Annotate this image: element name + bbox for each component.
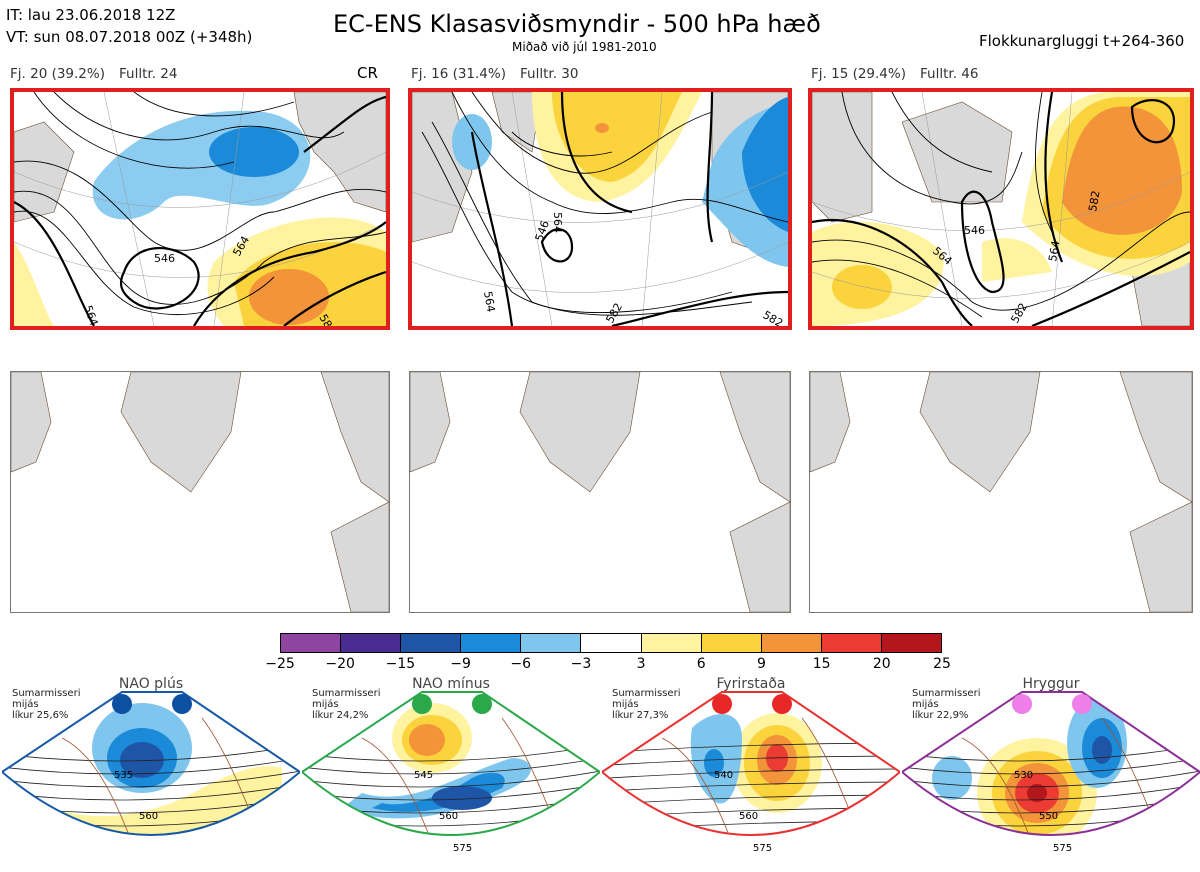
regime-contour-label: 560 (439, 811, 458, 822)
regime-marker-dot (1012, 694, 1032, 714)
panel-1-fj: Fj. 20 (39.2%) (10, 66, 105, 82)
colorbar-tick-label: −6 (510, 656, 532, 672)
panel-1-fulltr: Fulltr. 24 (119, 66, 178, 82)
contour-label: 582 (603, 301, 625, 326)
colorbar-segment (820, 634, 881, 652)
contour-label: 564 (81, 304, 100, 326)
regime-panel: 545 560 575 NAO mínus Sumarmisseri mijás líkur… (300, 676, 602, 868)
classification-window: Flokkunargluggi t+264-360 (979, 32, 1185, 50)
regime-marker-dot (472, 694, 492, 714)
regime-note-line: líkur 22,9% (912, 710, 969, 721)
colorbar-tick-label: 15 (812, 656, 831, 672)
regime-note-line: Sumarmisseri (612, 688, 681, 699)
panel-1-tag: CR (357, 64, 378, 82)
regime-note-line: líkur 27,3% (612, 710, 669, 721)
colorbar-segment (700, 634, 761, 652)
regime-note-line: Sumarmisseri (912, 688, 981, 699)
colorbar (280, 633, 942, 653)
regime-title: Fyrirstaða (716, 676, 786, 692)
regime-marker-dot (712, 694, 732, 714)
colorbar-segment (340, 634, 401, 652)
contour-label: 582 (1086, 190, 1102, 213)
regime-note-line: mijás (312, 699, 339, 710)
panel-3-fulltr: Fulltr. 46 (920, 66, 979, 82)
regime-contour-label: 575 (453, 843, 472, 854)
colorbar-tick-label: 3 (636, 656, 646, 672)
colorbar-tick-label: −20 (325, 656, 355, 672)
panel-3-fj: Fj. 15 (29.4%) (811, 66, 906, 82)
colorbar-tick-label: −25 (265, 656, 295, 672)
page-title: EC-ENS Klasasviðsmyndir - 500 hPa hæð (333, 10, 821, 38)
panel-2-label: Fj. 16 (31.4%) Fulltr. 30 (411, 66, 592, 82)
regime-note-line: Sumarmisseri (12, 688, 81, 699)
regime-contour-label: 560 (139, 811, 158, 822)
colorbar-tick-label: −3 (570, 656, 592, 672)
colorbar-segment (880, 634, 942, 652)
contour-label: 564 (481, 290, 497, 313)
regime-panel: 540 560 575 Fyrirstaða Sumarmisseri mijás líku… (600, 676, 902, 868)
contour-label: 582 (1008, 301, 1030, 326)
regime-note: Sumarmisseri mijás líkur 27,3% (612, 688, 680, 721)
cluster-map-1: 546 564 564 582 (10, 88, 390, 330)
contour-label: 582 (761, 308, 786, 326)
panel-2-fulltr: Fulltr. 30 (520, 66, 579, 82)
it-line: IT: lau 23.06.2018 12Z (6, 6, 176, 24)
colorbar-segment (460, 634, 521, 652)
regime-panel: 530 550 575 Hryggur Sumarmisseri mijás líkur 2… (900, 676, 1200, 868)
regime-contour-label: 540 (714, 770, 733, 781)
regime-contour-label: 535 (114, 770, 133, 781)
colorbar-segment (760, 634, 821, 652)
cluster-map-2: 546 564 564 582 582 (408, 88, 792, 330)
regime-note: Sumarmisseri mijás líkur 24,2% (312, 688, 380, 721)
regime-note-line: mijás (912, 699, 939, 710)
empty-map-1 (10, 371, 390, 613)
regime-marker-dot (112, 694, 132, 714)
regime-marker-dot (1072, 694, 1092, 714)
colorbar-tick-label: −9 (450, 656, 471, 672)
colorbar-segment (281, 634, 341, 652)
panel-3-label: Fj. 15 (29.4%) Fulltr. 46 (811, 66, 992, 82)
regime-note-line: Sumarmisseri (312, 688, 381, 699)
regime-note-line: líkur 25,6% (12, 710, 69, 721)
colorbar-tick-label: 25 (933, 656, 951, 672)
contour-label: 546 (154, 252, 175, 265)
empty-map-3 (809, 371, 1193, 613)
colorbar-segment (580, 634, 641, 652)
colorbar-tick-label: 20 (872, 656, 891, 672)
regime-panel: 535 560 NAO plús Sumarmisseri mijás líkur 25,… (0, 676, 302, 868)
regime-contour-label: 575 (1053, 843, 1072, 854)
regime-title: NAO mínus (412, 676, 490, 692)
cluster-map-3: 546 564 564 582 582 (808, 88, 1194, 330)
regime-marker-dot (772, 694, 792, 714)
colorbar-tick-label: 9 (756, 656, 766, 672)
colorbar-segment (400, 634, 461, 652)
contour-label: 546 (964, 224, 985, 237)
panel-1-label: Fj. 20 (39.2%) Fulltr. 24 (10, 66, 191, 82)
contour-label: 564 (551, 212, 564, 233)
regime-contour-label: 545 (414, 770, 433, 781)
regime-contour-label: 560 (739, 811, 758, 822)
panel-2-fj: Fj. 16 (31.4%) (411, 66, 506, 82)
regime-marker-dot (172, 694, 192, 714)
regime-note-line: mijás (612, 699, 639, 710)
regime-contour-label: 550 (1039, 811, 1058, 822)
regime-marker-dot (412, 694, 432, 714)
empty-map-2 (409, 371, 791, 613)
colorbar-segment (520, 634, 581, 652)
regime-note: Sumarmisseri mijás líkur 25,6% (12, 688, 80, 721)
colorbar-tick-label: −15 (385, 656, 416, 672)
colorbar-tick-label: 6 (696, 656, 706, 672)
vt-line: VT: sun 08.07.2018 00Z (+348h) (6, 28, 253, 46)
contour-label: 564 (1046, 240, 1062, 263)
regime-note-line: líkur 24,2% (312, 710, 369, 721)
regime-note-line: mijás (12, 699, 39, 710)
regime-contour-label: 530 (1014, 770, 1033, 781)
regime-note: Sumarmisseri mijás líkur 22,9% (912, 688, 980, 721)
regime-title: NAO plús (118, 676, 184, 692)
regime-contour-label: 575 (753, 843, 772, 854)
contour-label: 546 (533, 219, 552, 243)
colorbar-segment (640, 634, 701, 652)
regime-title: Hryggur (1022, 676, 1080, 692)
page-subtitle: Miðað við júl 1981-2010 (512, 40, 657, 54)
